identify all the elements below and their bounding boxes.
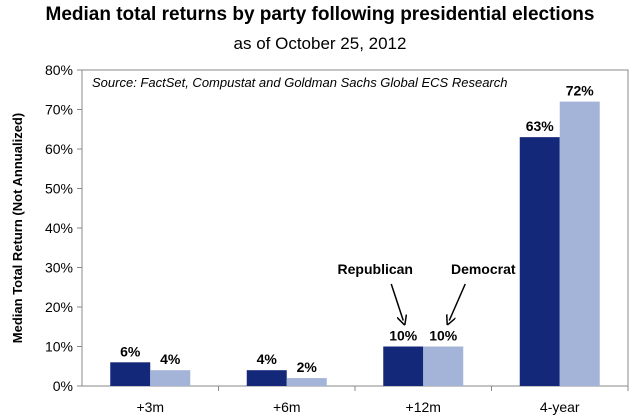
y-tick-label: 20%	[45, 299, 73, 315]
data-label: 4%	[160, 351, 181, 367]
data-label: 10%	[389, 328, 418, 344]
annotation-arrow	[449, 283, 466, 321]
data-label: 4%	[257, 351, 278, 367]
source-note: Source: FactSet, Compustat and Goldman S…	[92, 75, 507, 90]
chart-title: Median total returns by party following …	[45, 4, 595, 25]
y-tick-label: 50%	[45, 181, 73, 197]
annotation-arrow	[390, 283, 403, 321]
y-tick-label: 70%	[45, 102, 73, 118]
data-label: 10%	[429, 328, 458, 344]
x-category-label: +12m	[406, 399, 441, 415]
data-label: 63%	[526, 118, 555, 134]
bars	[110, 101, 600, 386]
bar-democrat	[559, 101, 600, 386]
y-tick-label: 40%	[45, 220, 73, 236]
bar-democrat	[286, 378, 327, 386]
data-labels: 6% 4% 4% 2% 10% 10% 63% 72%	[120, 83, 594, 376]
bar-democrat	[423, 346, 464, 386]
data-label: 6%	[120, 343, 141, 359]
data-label: 2%	[297, 359, 318, 375]
y-tick-label: 80%	[45, 62, 73, 78]
y-tick-label: 60%	[45, 141, 73, 157]
x-category-label: +6m	[273, 399, 301, 415]
x-category-label: 4-year	[540, 399, 580, 415]
bar-republican	[246, 370, 287, 386]
axes: 0% 10% 20% 30% 40% 50% 60% 70% 80% +3m +6m +12m 4-ye…	[45, 62, 629, 415]
y-tick-label: 30%	[45, 260, 73, 276]
annotation-democrat: Democrat	[451, 261, 516, 277]
series-annotations: Republican Democrat	[338, 261, 516, 321]
y-axis-title: Median Total Return (Not Annualized)	[10, 113, 25, 343]
annotation-republican: Republican	[338, 261, 413, 277]
y-tick-label: 0%	[53, 378, 73, 394]
bar-democrat	[150, 370, 191, 386]
bar-republican	[110, 362, 151, 386]
x-category-label: +3m	[136, 399, 164, 415]
bar-republican	[519, 137, 560, 386]
y-tick-label: 10%	[45, 339, 73, 355]
bar-republican	[383, 346, 424, 386]
data-label: 72%	[566, 83, 595, 99]
chart-subtitle: as of October 25, 2012	[233, 34, 407, 53]
